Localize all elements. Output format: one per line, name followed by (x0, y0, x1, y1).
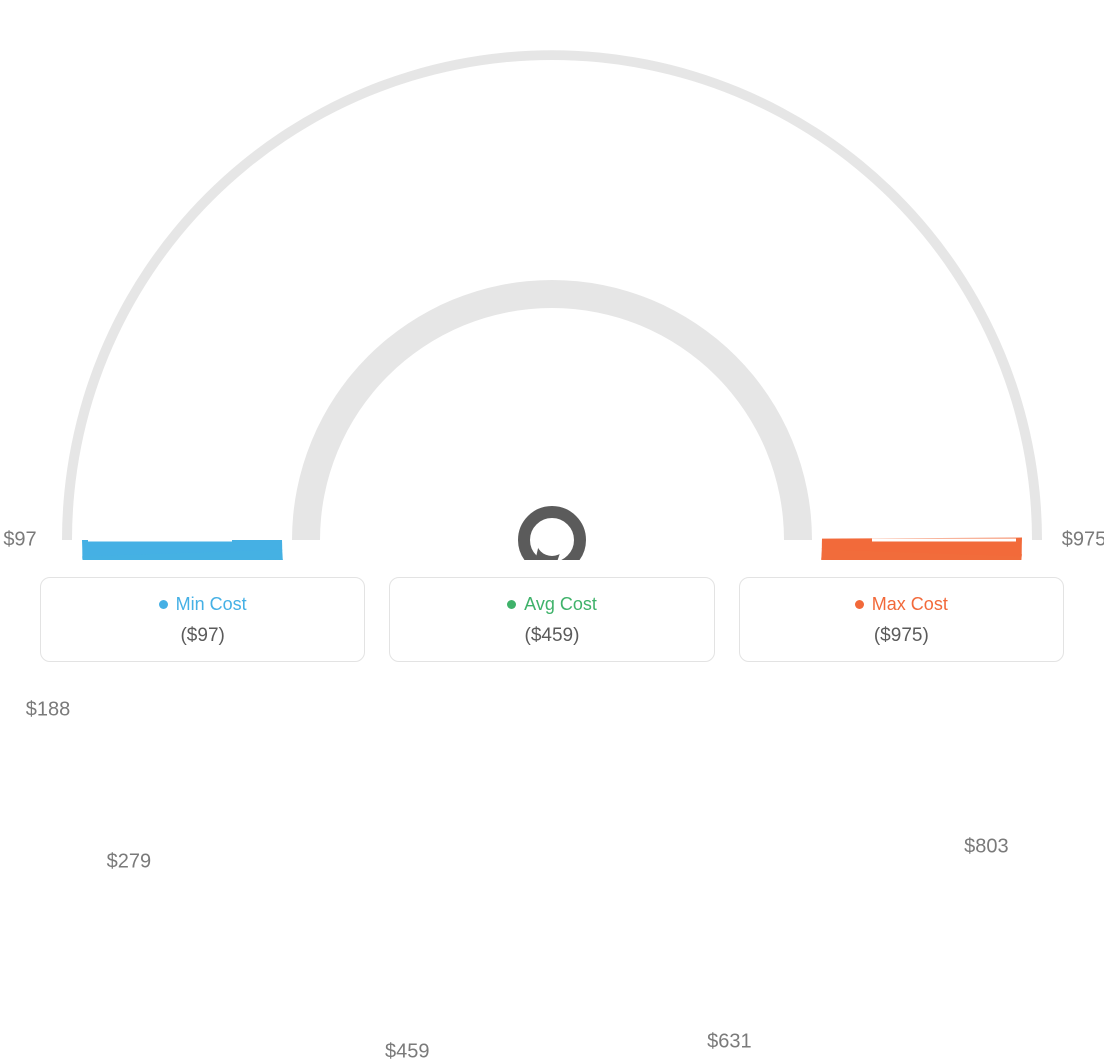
gauge-tick-label: $97 (3, 529, 36, 552)
gauge-tick-label: $803 (964, 836, 1009, 859)
gauge-tick-label: $279 (107, 851, 152, 874)
gauge-tick-label: $188 (26, 699, 71, 722)
legend: Min Cost ($97) Avg Cost ($459) Max Cost … (40, 577, 1064, 662)
gauge-tick-label: $975 (1062, 529, 1104, 552)
legend-card-min: Min Cost ($97) (40, 577, 365, 662)
legend-label-min: Min Cost (176, 594, 247, 615)
legend-value-max: ($975) (740, 625, 1063, 647)
legend-label-row: Max Cost (740, 594, 1063, 615)
gauge-tick-label: $631 (707, 1030, 752, 1053)
gauge-tick-label: $459 (385, 1040, 430, 1063)
legend-dot-avg (507, 600, 516, 609)
legend-label-row: Min Cost (41, 594, 364, 615)
legend-dot-min (159, 600, 168, 609)
gauge-svg (0, 0, 1104, 560)
legend-label-avg: Avg Cost (524, 594, 597, 615)
legend-card-avg: Avg Cost ($459) (389, 577, 714, 662)
legend-value-avg: ($459) (390, 625, 713, 647)
cost-gauge: $97$188$279$459$631$803$975 (0, 0, 1104, 560)
legend-card-max: Max Cost ($975) (739, 577, 1064, 662)
legend-value-min: ($97) (41, 625, 364, 647)
legend-label-row: Avg Cost (390, 594, 713, 615)
legend-dot-max (855, 600, 864, 609)
legend-label-max: Max Cost (872, 594, 948, 615)
